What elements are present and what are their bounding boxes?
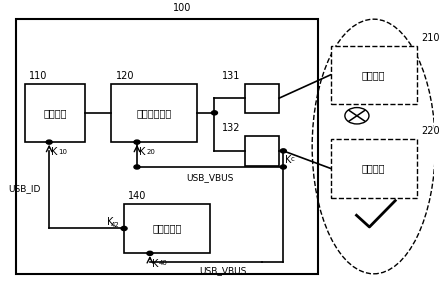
Text: K: K	[107, 217, 113, 227]
Circle shape	[280, 165, 286, 169]
Circle shape	[121, 226, 127, 230]
Bar	[245, 136, 279, 165]
Bar	[330, 139, 417, 198]
Circle shape	[46, 140, 52, 144]
Text: 220: 220	[421, 126, 440, 136]
Text: K: K	[152, 259, 159, 268]
Text: 调试设备: 调试设备	[362, 163, 385, 173]
Bar	[25, 83, 85, 142]
Bar	[330, 45, 417, 104]
Text: 模拟开关电路: 模拟开关电路	[136, 108, 172, 118]
Text: 120: 120	[116, 71, 134, 81]
Text: 131: 131	[222, 71, 240, 81]
Circle shape	[147, 251, 153, 255]
Text: 132: 132	[222, 123, 240, 133]
Circle shape	[134, 140, 140, 144]
Text: 10: 10	[58, 149, 67, 155]
Text: USB_VBUS: USB_VBUS	[187, 173, 234, 182]
Text: 20: 20	[146, 149, 155, 155]
Text: K: K	[285, 155, 291, 165]
Text: 第一芯片: 第一芯片	[43, 108, 67, 118]
Text: 第二芯片: 第二芯片	[362, 70, 385, 80]
Text: c: c	[291, 156, 295, 162]
Text: 140: 140	[128, 191, 147, 201]
Text: K: K	[139, 148, 145, 157]
Bar	[16, 19, 318, 274]
Text: 210: 210	[421, 32, 439, 42]
Text: USB_ID: USB_ID	[8, 184, 41, 193]
Text: K: K	[51, 148, 58, 157]
Bar	[111, 83, 197, 142]
Circle shape	[134, 165, 140, 169]
Text: 三态门电路: 三态门电路	[152, 223, 182, 233]
Circle shape	[211, 111, 218, 115]
Text: 40: 40	[159, 260, 168, 266]
Bar	[245, 83, 279, 113]
Bar	[124, 204, 210, 253]
Text: 100: 100	[173, 3, 191, 13]
Text: USB_VBUS: USB_VBUS	[199, 266, 247, 276]
Text: 110: 110	[29, 71, 48, 81]
Text: 42: 42	[111, 222, 120, 228]
Circle shape	[280, 149, 286, 153]
